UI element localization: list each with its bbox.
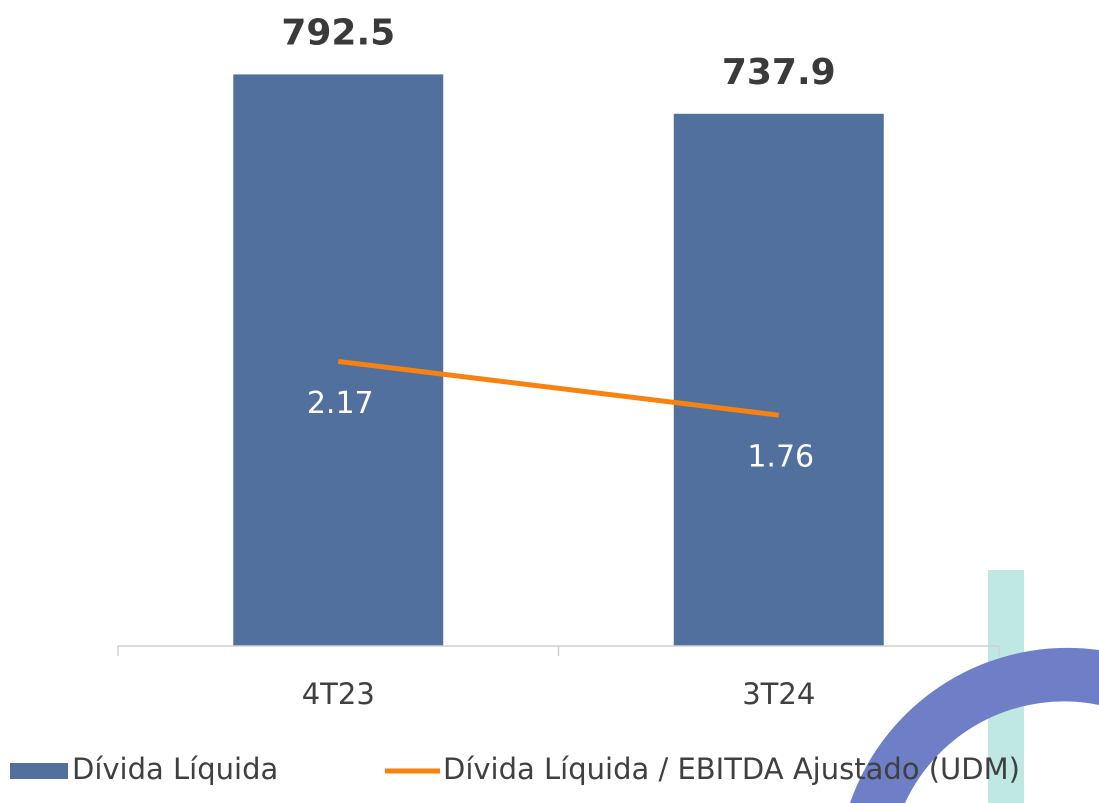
legend-label: Dívida Líquida / EBITDA Ajustado (UDM) (443, 752, 1020, 786)
bar (673, 113, 884, 647)
legend-swatch (10, 763, 68, 779)
bar-value-label: 737.9 (722, 52, 836, 93)
line-series (337, 358, 780, 418)
legend-label: Dívida Líquida (72, 752, 278, 786)
line-value-label: 1.76 (747, 440, 814, 475)
x-tick-label: 4T23 (302, 677, 375, 711)
decoration (850, 570, 1099, 803)
bar-value-label: 792.5 (281, 12, 395, 53)
x-tick-label: 3T24 (742, 677, 815, 711)
decor-arc (850, 647, 1099, 803)
line-value-label: 2.17 (307, 386, 374, 421)
bar (233, 74, 444, 647)
